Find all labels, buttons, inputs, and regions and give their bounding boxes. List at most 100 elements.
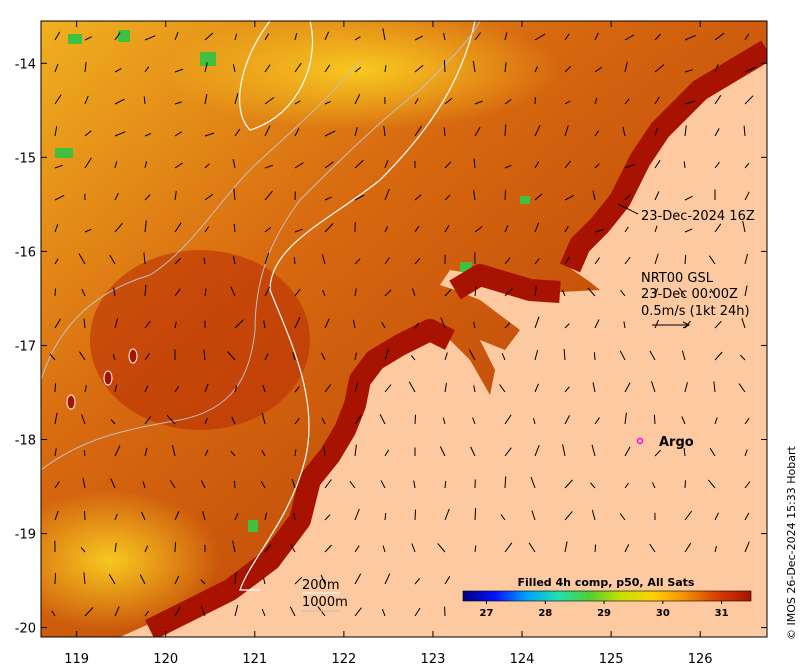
current-vector [594,417,600,425]
current-vector [349,480,356,489]
current-vector [384,160,389,169]
current-vector [594,544,597,553]
current-vector [384,348,389,361]
current-vector [144,545,149,553]
current-vector [619,350,626,361]
current-vector [384,65,387,73]
sst-gap [128,348,138,364]
current-vector [144,447,148,457]
current-vector [264,64,271,73]
current-vector [741,318,746,329]
current-vector [744,512,750,521]
current-vector [260,481,266,489]
current-vector [564,257,570,265]
current-vector [234,33,238,41]
current-vector [84,607,94,617]
current-vector [681,416,686,425]
current-vector [442,417,446,425]
current-vector [233,223,236,233]
current-vector [110,419,116,425]
current-vector [54,318,61,329]
current-vector [531,510,536,521]
current-vector [142,481,146,489]
current-vector [202,510,206,521]
current-vector [49,353,56,361]
current-vector [54,383,56,393]
current-vector [174,68,184,73]
lon-tick-label: 123 [421,652,446,667]
current-vector [410,355,416,361]
current-vector [684,542,692,553]
current-vector [289,543,296,553]
lon-tick-label: 120 [153,652,178,667]
current-vector [564,541,568,553]
current-vector [84,385,87,393]
current-vector [200,606,206,617]
current-vector [113,287,116,297]
current-vector [108,574,116,585]
current-vector [114,318,118,329]
current-vector [504,62,507,73]
contour-200-label: 200m [302,578,339,593]
current-vector [443,60,446,73]
current-vector [444,480,447,489]
current-vector [324,318,330,329]
current-vector [744,285,748,297]
current-vector [144,415,152,425]
current-vector [174,542,176,553]
current-vector [654,64,665,73]
current-vector [264,97,275,105]
current-vector [534,33,546,41]
current-vector [204,62,208,73]
current-vector [443,32,446,41]
current-vector [144,385,149,393]
current-vector [444,161,452,169]
current-vector [653,414,656,425]
current-vector [589,482,596,489]
current-vector [684,125,687,137]
current-vector [144,284,147,297]
current-vector [444,576,451,585]
current-vector [684,480,686,489]
current-vector [114,222,123,233]
argo-label: Argo [659,435,694,450]
lat-axis: -14 -15 -16 -17 -18 -19 -20 [15,57,767,637]
current-vector [80,547,86,553]
current-vector [714,351,723,361]
current-vector [533,418,536,425]
current-vector [144,35,156,41]
current-vector [468,349,476,361]
current-vector [414,225,420,233]
current-vector [354,607,362,617]
current-vector [683,161,686,169]
current-vector [743,125,746,137]
current-vector [564,415,570,425]
current-vector [294,62,302,73]
current-vector [144,353,150,361]
current-vector [624,382,631,393]
current-vector [324,101,331,105]
current-vector [744,481,751,489]
current-vector [744,33,750,41]
current-vector [684,35,696,41]
current-vector [474,508,477,521]
current-vector [414,125,422,137]
current-vector [144,161,148,169]
vector-scale-label: 0.5m/s (1kt 24h) [641,304,750,319]
current-vector [263,577,266,585]
current-vector [264,353,269,361]
current-vector [564,194,575,201]
current-vector [744,449,748,457]
current-source-label: NRT00 GSL [641,271,714,286]
current-vector [384,289,392,297]
current-vector [470,446,476,457]
current-vector [714,545,717,553]
current-vector [230,450,236,457]
current-vector [654,449,661,457]
current-vector [174,258,181,265]
current-vector [261,608,266,617]
current-vector [678,287,686,297]
current-vectors [49,28,757,617]
current-vector [534,445,540,457]
current-vector [324,130,336,137]
